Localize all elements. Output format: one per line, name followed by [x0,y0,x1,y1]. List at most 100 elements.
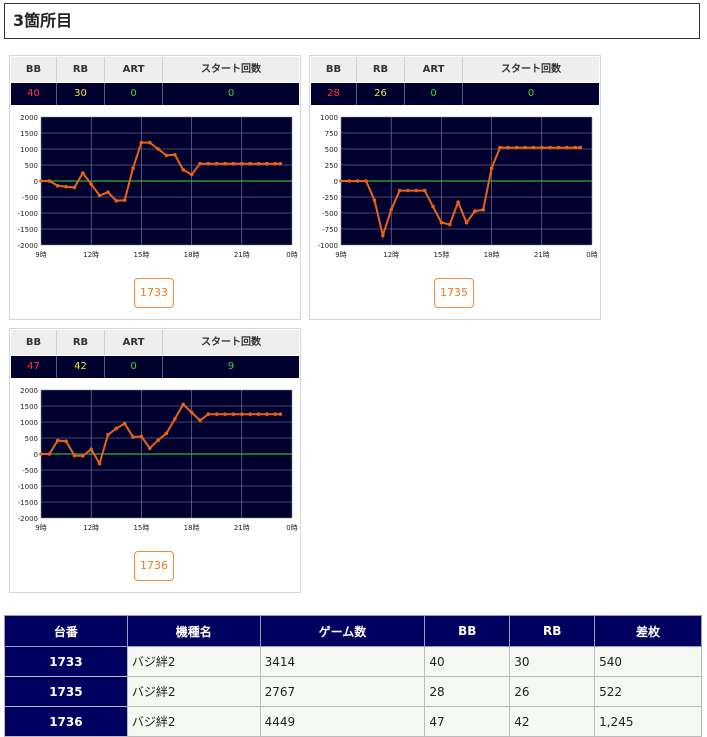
data-point [223,161,227,166]
machine-card-1735: BB RB ART スタート回数 28 26 0 0 1000 750 500 250… [309,55,601,320]
machine-no-cell: 1736 [4,706,128,737]
data-point [55,184,60,188]
start-count-value: 0 [527,88,535,99]
data-point [240,412,244,416]
data-point [231,161,236,166]
difference-cell: 1,245 [594,706,702,737]
art-value: 0 [105,356,163,378]
data-point [147,140,152,145]
machine-number-button[interactable]: 1735 [434,278,474,308]
x-tick-label: 12時 [383,251,399,259]
start-count-value: 0 [227,88,235,99]
data-point [439,220,444,225]
data-point [189,410,194,415]
bb-cell: 47 [424,706,511,737]
x-tick-label: 0時 [586,251,597,259]
data-point [198,161,202,166]
data-point [422,188,427,193]
data-point [531,145,536,150]
data-point [55,438,60,443]
data-point [278,412,283,416]
data-point [464,220,469,225]
card-value-row: 47 42 0 9 [11,356,299,378]
game-count-cell: 2767 [259,676,426,707]
card-value-row: 28 26 0 0 [311,83,599,105]
data-point [147,446,152,451]
data-point [265,412,269,416]
x-tick-label: 18時 [484,251,500,259]
card-header-row: BB RB ART スタート回数 [11,330,299,355]
machine-number-button[interactable]: 1733 [134,278,174,308]
card-header-row: BB RB ART スタート回数 [311,57,599,82]
data-point [381,233,385,238]
y-tick-label: -750 [322,226,338,234]
x-tick-label: 12時 [83,251,99,259]
data-point [47,452,52,456]
data-point [372,198,377,202]
rb-value: 30 [57,83,105,105]
data-point [181,402,186,407]
y-tick-label: 500 [25,162,38,170]
data-point [248,161,252,166]
data-point [206,412,211,416]
data-point [131,435,135,439]
data-point [81,171,85,175]
model-name-cell: バジ絆2 [126,646,261,677]
data-point [273,161,278,166]
machine-number-button[interactable]: 1736 [134,551,174,581]
data-point [339,179,343,183]
data-point [72,185,77,190]
data-point [106,433,110,437]
start-count-header: スタート回数 [501,64,561,75]
x-tick-label: 15時 [133,251,149,259]
data-point [548,145,552,150]
art-header: ART [405,57,463,82]
data-point [240,161,244,166]
y-tick-label: 1000 [20,419,38,427]
difference-header: 差枚 [594,615,702,647]
y-tick-label: 2000 [20,114,38,122]
rb-header: RB [57,57,105,82]
y-tick-label: -1500 [18,226,38,234]
data-point [106,190,110,194]
data-point [489,166,494,170]
data-point [231,412,236,416]
data-point [565,145,569,150]
x-tick-label: 9時 [335,251,346,259]
table-header-row: 台番 機種名 ゲーム数 BB RB 差枚 [4,615,702,647]
machine-no-header: 台番 [4,615,128,647]
x-tick-label: 18時 [184,524,200,532]
data-point [265,161,269,166]
rb-value: 26 [357,83,405,105]
x-tick-label: 12時 [83,524,99,532]
data-point [114,199,119,203]
data-point [173,152,177,157]
model-name-header: 機種名 [126,615,261,647]
y-tick-label: 250 [325,162,338,170]
machine-card-1736: BB RB ART スタート回数 47 42 0 9 2000 1500 1000 5… [9,328,301,593]
x-tick-label: 9時 [35,251,46,259]
data-point [431,204,435,209]
data-point [256,161,261,166]
y-tick-label: 500 [25,435,38,443]
data-point [39,452,43,456]
data-point [214,161,219,166]
y-tick-label: 0 [34,451,38,459]
art-value: 0 [405,83,463,105]
data-point [81,454,85,458]
rb-header: RB [509,615,596,647]
bb-header: BB [11,57,57,82]
data-point [214,412,219,416]
data-point [164,153,169,158]
x-tick-label: 15時 [133,524,149,532]
y-tick-label: -500 [22,194,38,202]
model-name-cell: バジ絆2 [126,676,261,707]
rb-header: RB [357,57,405,82]
y-tick-label: 1000 [320,114,338,122]
x-tick-label: 0時 [286,524,297,532]
bb-header: BB [311,57,357,82]
data-point [164,431,169,435]
data-point [578,145,583,150]
